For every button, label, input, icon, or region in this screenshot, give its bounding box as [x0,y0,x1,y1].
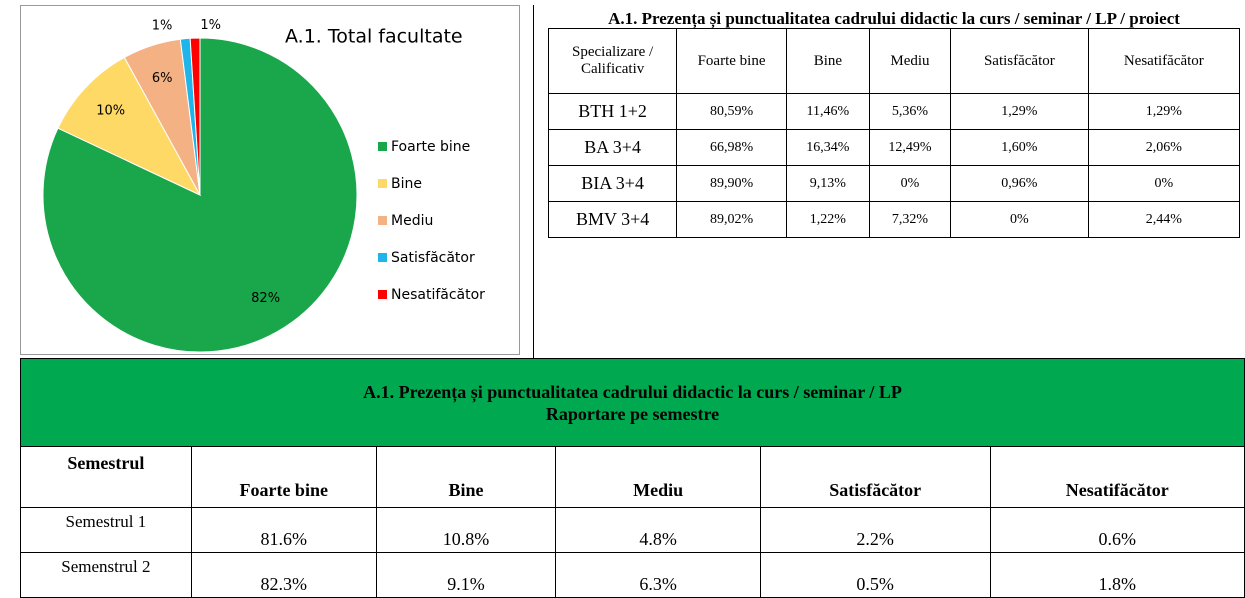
header-cell: Satisfăcător [759,446,991,508]
header-cell: Bine [785,28,870,94]
table-title-cell: A.1. Prezența și punctualitatea cadrului… [549,5,1240,29]
legend-swatch [378,179,387,188]
slice-label: 10% [96,104,125,119]
table-row: BIA 3+4 89,90% 9,13% 0% 0,96% 0% [547,165,1241,202]
table-title: A.1. Prezența și punctualitatea cadrului… [608,9,1180,28]
header-cell: Nesatifăcător [989,446,1245,508]
table-cell: Semestrul 1 [20,507,192,553]
pie-slice [57,56,202,197]
table-cell: BMV 3+4 [547,201,678,238]
table: A.1. Prezența și punctualitatea cadrului… [547,5,1241,238]
table-cell: 1,60% [950,129,1089,166]
legend-label: Nesatifăcător [391,287,485,303]
table-title: A.1. Prezența și punctualitatea cadrului… [363,381,902,402]
table-cell: BTH 1+2 [547,93,678,130]
divider [533,5,534,358]
table-cell: 4.8% [555,507,761,553]
header-cell: Foarte bine [190,446,377,508]
legend-label: Bine [391,176,422,192]
table-cell: 0.5% [759,552,991,598]
table-row: Semestrul 1 81.6% 10.8% 4.8% 2.2% 0.6% [20,507,1245,553]
table-cell: 11,46% [785,93,870,130]
table-cell: 89,90% [676,165,787,202]
table-cell: 6.3% [555,552,761,598]
header-cell: Mediu [555,446,761,508]
table-row: Semenstrul 2 82.3% 9.1% 6.3% 0.5% 1.8% [20,552,1245,598]
slice-label: 1% [152,19,173,34]
table-cell: 2.2% [759,507,991,553]
table-cell: 0% [868,165,952,202]
table-cell: 5,36% [868,93,952,130]
legend-swatch [378,142,387,151]
legend-swatch [378,216,387,225]
table-cell: 2,44% [1087,201,1241,238]
table-cell: BIA 3+4 [547,165,678,202]
table-cell: 1.8% [989,552,1245,598]
slice-label: 1% [200,18,221,33]
header-cell: Satisfăcător [950,28,1089,94]
chart-title: A.1. Total facultate [285,26,463,48]
header-cell: Nesatifăcător [1087,28,1241,94]
table: A.1. Prezența și punctualitatea cadrului… [20,358,1245,598]
table-cell: 0% [950,201,1089,238]
table-cell: 66,98% [676,129,787,166]
header-row: Semestrul Foarte bine Bine Mediu Satisfăcăto… [20,446,1245,508]
table-title-cell: A.1. Prezența și punctualitatea cadrului… [20,358,1245,447]
table-cell: 10.8% [375,507,557,553]
table-cell: 89,02% [676,201,787,238]
table-cell: 2,06% [1087,129,1241,166]
legend-label: Satisfăcător [391,250,475,266]
pie-chart: A.1. Total facultate 82% Foarte bine 10% Bi… [20,5,520,355]
table-cell: BA 3+4 [547,129,678,166]
table-cell: Semenstrul 2 [20,552,192,598]
title-row: A.1. Prezența și punctualitatea cadrului… [20,358,1245,447]
table-cell: 12,49% [868,129,952,166]
page: A.1. Total facultate 82% Foarte bine 10% Bi… [20,5,1245,598]
table-cell: 9.1% [375,552,557,598]
slice-label: 6% [152,71,173,86]
table-cell: 9,13% [785,165,870,202]
table-row: BA 3+4 66,98% 16,34% 12,49% 1,60% 2,06% [547,129,1241,166]
header-row: Specializare / Calificativ Foarte bine Bin… [547,28,1241,94]
table-cell: 16,34% [785,129,870,166]
table-cell: 1,29% [1087,93,1241,130]
table-row: BTH 1+2 80,59% 11,46% 5,36% 1,29% 1,29% [547,93,1241,130]
table-cell: 1,29% [950,93,1089,130]
table-subtitle: Raportare pe semestre [545,403,720,424]
header-cell: Semestrul [20,446,192,508]
table-cell: 81.6% [190,507,377,553]
table-cell: 1,22% [785,201,870,238]
legend-swatch [378,290,387,299]
header-cell: Foarte bine [676,28,787,94]
legend-label: Mediu [391,213,433,229]
table-cell: 82.3% [190,552,377,598]
header-cell: Mediu [868,28,952,94]
title-row: A.1. Prezența și punctualitatea cadrului… [549,5,1240,29]
table-cell: 0% [1087,165,1241,202]
table-cell: 0.6% [989,507,1245,553]
header-cell: Specializare / Calificativ [547,28,678,94]
table-cell: 0,96% [950,165,1089,202]
header-cell: Bine [375,446,557,508]
slice-label: 82% [251,291,280,306]
legend-label: Foarte bine [391,139,470,155]
table-cell: 80,59% [676,93,787,130]
pie-slice [189,37,201,196]
legend-swatch [378,253,387,262]
table-cell: 7,32% [868,201,952,238]
table-row: BMV 3+4 89,02% 1,22% 7,32% 0% 2,44% [547,201,1241,238]
